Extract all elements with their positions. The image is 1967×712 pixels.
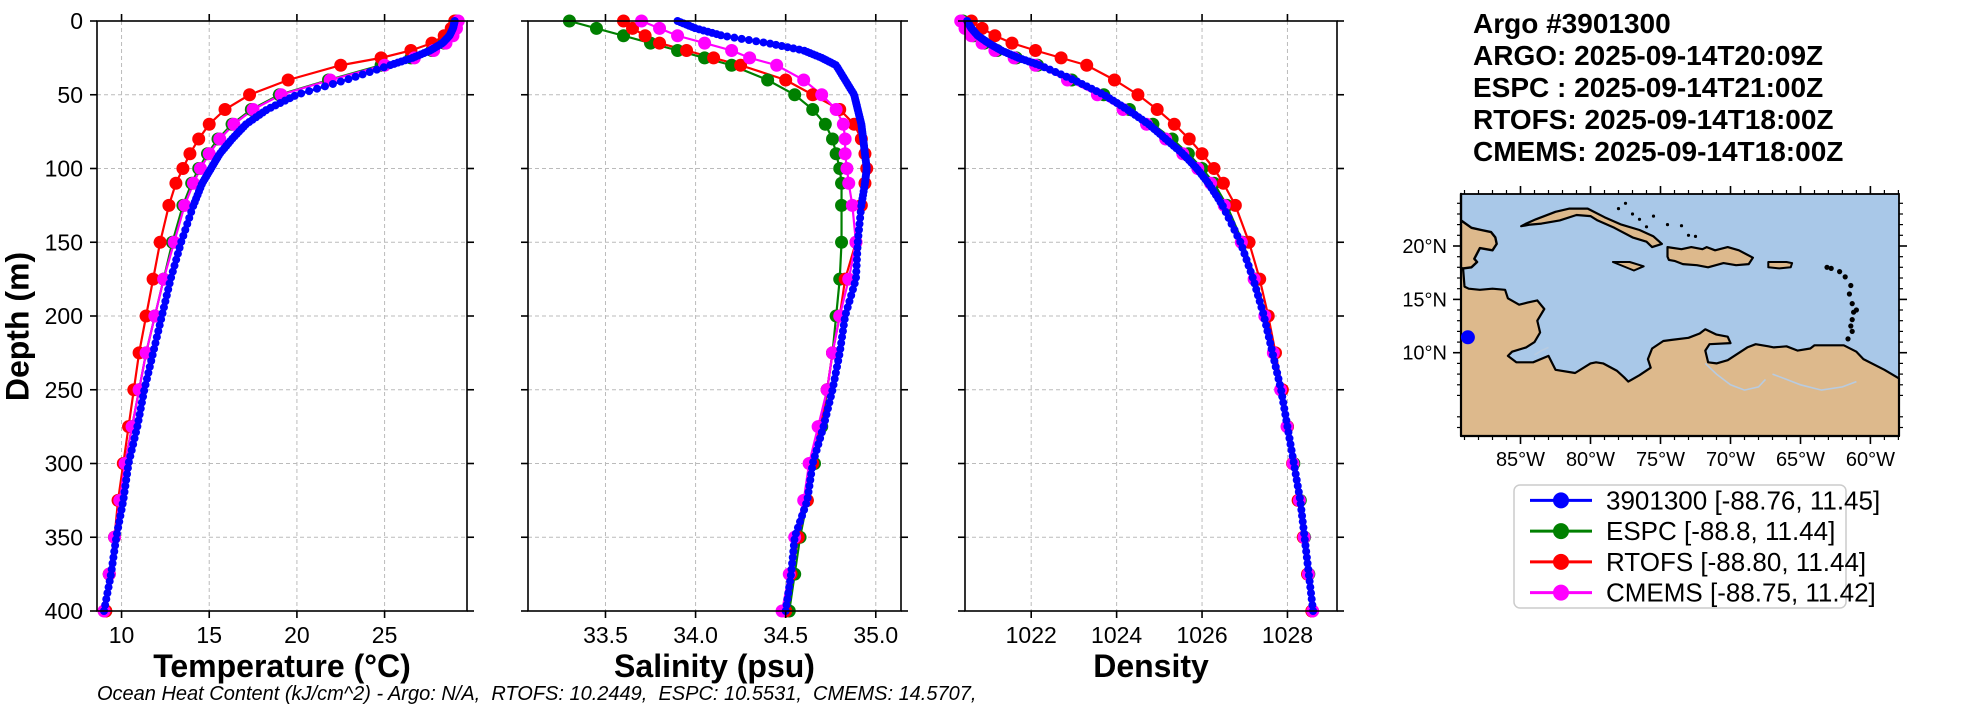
- svg-text:RTOFS [-88.80, 11.44]: RTOFS [-88.80, 11.44]: [1606, 547, 1866, 577]
- svg-text:3901300 [-88.76, 11.45]: 3901300 [-88.76, 11.45]: [1606, 485, 1880, 515]
- svg-text:CMEMS [-88.75, 11.42]: CMEMS [-88.75, 11.42]: [1606, 578, 1876, 608]
- svg-text:ESPC [-88.8, 11.44]: ESPC [-88.8, 11.44]: [1606, 516, 1835, 546]
